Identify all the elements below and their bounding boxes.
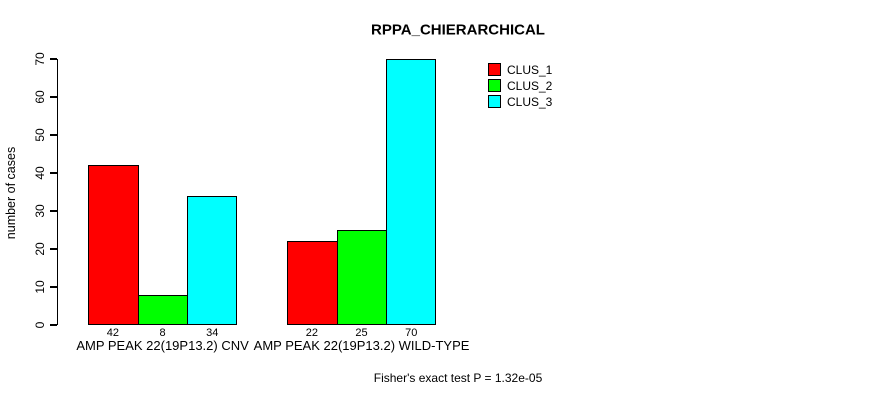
bar-value-label: 70 (405, 327, 418, 339)
y-axis-tick (50, 324, 57, 326)
legend: CLUS_1 CLUS_2 CLUS_3 (488, 62, 553, 109)
y-axis-tick (50, 96, 57, 98)
y-axis-tick (50, 134, 57, 136)
y-axis-tick-label: 40 (33, 166, 47, 180)
y-axis-label: number of cases (4, 146, 18, 240)
bar-clus_2-group1 (137, 294, 189, 325)
y-axis-line (57, 59, 59, 325)
y-axis-tick-label: 20 (33, 242, 47, 256)
y-axis-tick-label: 0 (33, 321, 47, 329)
bar-value-label: 25 (355, 327, 368, 339)
bar-value-label: 34 (206, 327, 219, 339)
bar-clus_3-group2 (386, 59, 437, 325)
y-axis-tick (50, 172, 57, 174)
legend-label: CLUS_1 (507, 62, 553, 77)
y-axis-tick (50, 210, 57, 212)
bar-value-label: 8 (159, 327, 166, 339)
bar-clus_1-group1 (88, 165, 140, 325)
bar-clus_3-group1 (187, 195, 238, 325)
y-axis-tick-label: 30 (33, 204, 47, 218)
legend-label: CLUS_3 (507, 94, 553, 109)
legend-item-clus_1: CLUS_1 (488, 62, 553, 77)
y-axis-tick-label: 50 (33, 128, 47, 142)
legend-label: CLUS_2 (507, 78, 553, 93)
y-axis-tick (50, 286, 57, 288)
legend-swatch-clus_2 (488, 79, 501, 92)
legend-swatch-clus_3 (488, 95, 501, 108)
bar-clus_1-group2 (287, 241, 339, 325)
legend-item-clus_3: CLUS_3 (488, 94, 553, 109)
y-axis-tick-label: 60 (33, 90, 47, 104)
x-axis-group-label: AMP PEAK 22(19P13.2) CNV (76, 338, 249, 353)
x-axis-group-label: AMP PEAK 22(19P13.2) WILD-TYPE (253, 338, 470, 353)
legend-swatch-clus_1 (488, 63, 501, 76)
bar-value-label: 42 (106, 327, 119, 339)
fisher-test-note: Fisher's exact test P = 1.32e-05 (373, 371, 543, 385)
y-axis-tick (50, 248, 57, 250)
legend-item-clus_2: CLUS_2 (488, 78, 553, 93)
chart-title: RPPA_CHIERARCHICAL (371, 21, 545, 39)
y-axis-tick (50, 58, 57, 60)
y-axis-tick-label: 70 (33, 52, 47, 66)
y-axis-tick-label: 10 (33, 280, 47, 294)
bar-clus_2-group2 (336, 230, 388, 325)
bar-value-label: 22 (305, 327, 318, 339)
